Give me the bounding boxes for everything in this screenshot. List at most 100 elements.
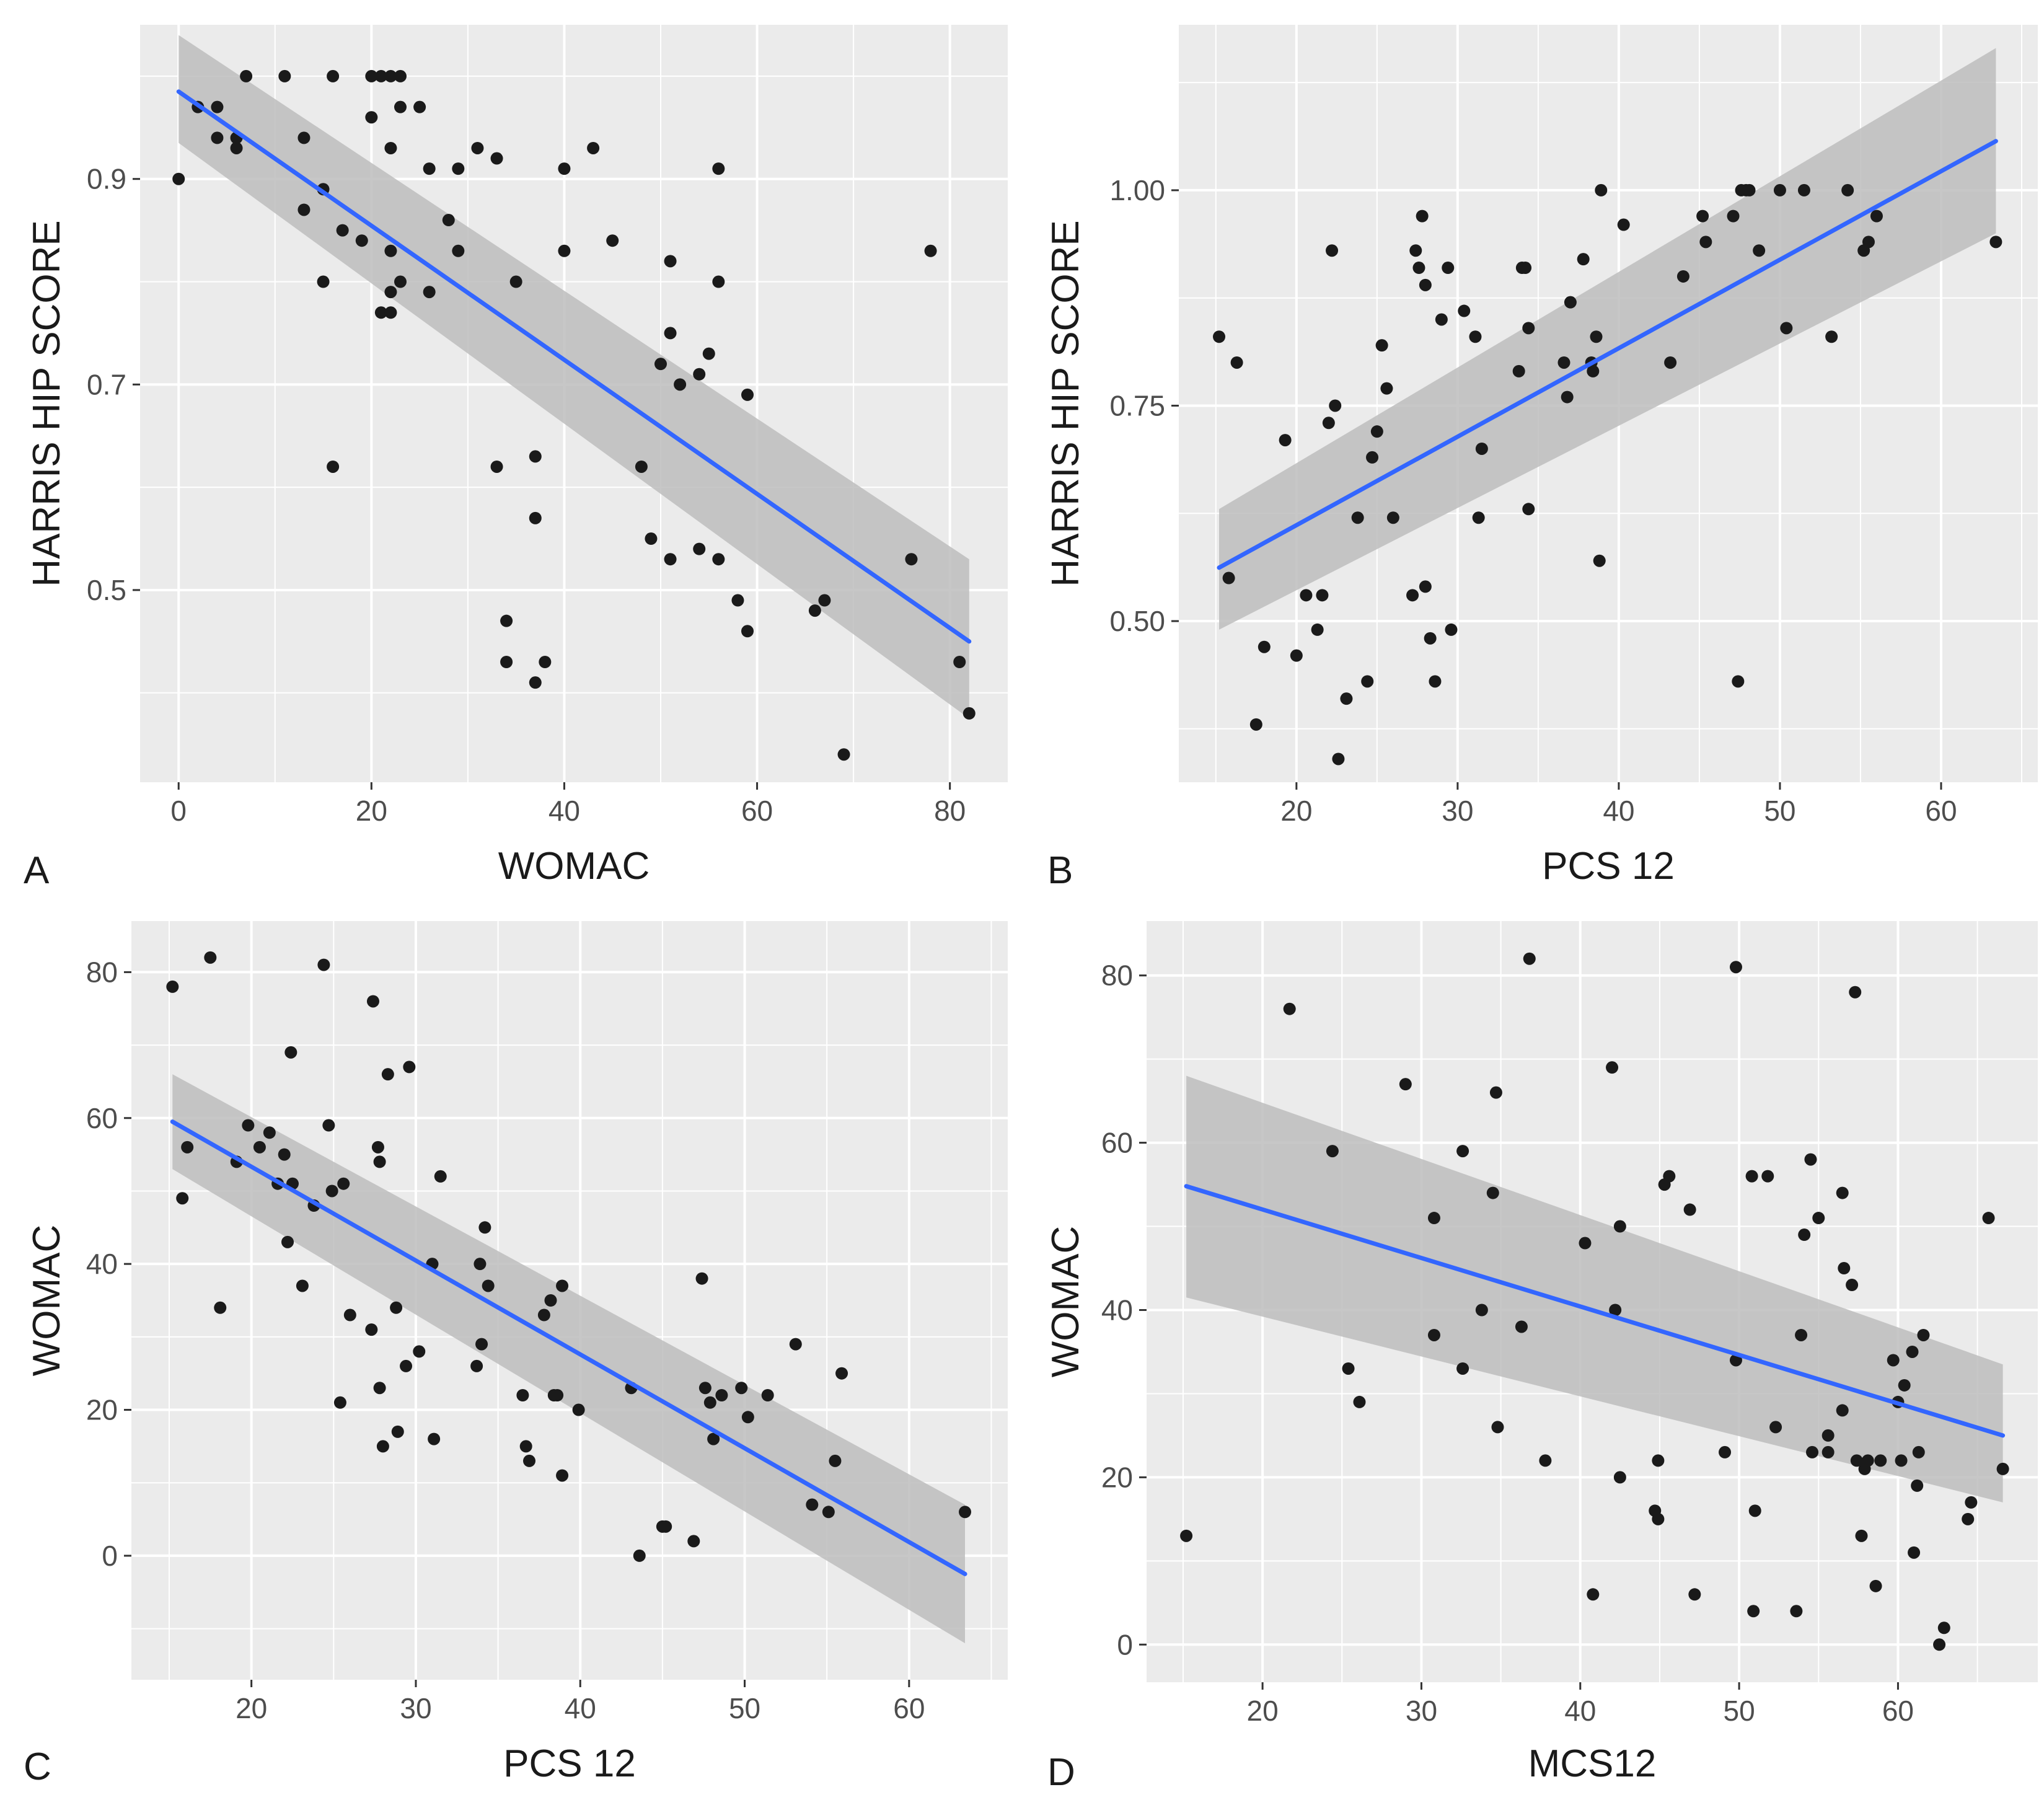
- panel-d-x-tick-label: 60: [1882, 1695, 1914, 1727]
- panel-a-data-point: [529, 676, 542, 689]
- panel-c-data-point: [263, 1126, 276, 1139]
- panel-c-y-tick-label: 0: [102, 1540, 118, 1572]
- panel-b-data-point: [1370, 425, 1383, 438]
- panel-b-data-point: [1316, 589, 1329, 602]
- panel-b-data-point: [1561, 390, 1574, 404]
- panel-c-data-point: [403, 1061, 416, 1074]
- panel-c-data-point: [365, 1323, 378, 1336]
- panel-b-data-point: [1595, 183, 1608, 196]
- panel-d-data-point: [1906, 1345, 1919, 1358]
- panel-d-y-tick-label: 80: [1101, 960, 1133, 992]
- panel-b-data-point: [1522, 503, 1535, 516]
- panel-c-data-point: [735, 1382, 748, 1395]
- panel-d-data-point: [1342, 1362, 1355, 1375]
- panel-b-data-point: [1870, 210, 1883, 223]
- panel-b-data-point: [1406, 589, 1419, 602]
- panel-b-data-point: [1222, 571, 1235, 585]
- panel-c-y-tick-label: 80: [86, 956, 118, 988]
- panel-d-y-tick-label: 0: [1117, 1628, 1133, 1661]
- panel-d-data-point: [1933, 1638, 1946, 1651]
- panel-c-data-point: [695, 1272, 708, 1285]
- panel-a-data-point: [837, 748, 850, 761]
- panel-c-x-axis-title: PCS 12: [503, 1742, 636, 1785]
- panel-a-data-point: [297, 203, 311, 216]
- panel-c-y-tick-label: 40: [86, 1248, 118, 1280]
- panel-b-data-point: [1419, 278, 1432, 291]
- panel-d-data-point: [1456, 1362, 1469, 1375]
- panel-d-data-point: [1790, 1605, 1803, 1618]
- panel-b-data-point: [1780, 322, 1793, 335]
- panel-b-data-point: [1773, 183, 1786, 196]
- panel-a-x-tick-label: 40: [548, 795, 580, 827]
- panel-d-data-point: [1729, 961, 1742, 974]
- panel-c-data-point: [400, 1359, 413, 1372]
- panel-a-data-point: [336, 224, 349, 237]
- panel-c-data-point: [551, 1389, 564, 1401]
- panel-b-data-point: [1332, 752, 1345, 765]
- panel-a-x-tick-label: 80: [934, 795, 966, 827]
- panel-b-label: B: [1047, 849, 1073, 892]
- panel-c-data-point: [544, 1294, 557, 1307]
- panel-b-data-point: [1361, 675, 1374, 688]
- panel-b-data-point: [1587, 364, 1600, 377]
- panel-a-data-point: [394, 100, 407, 113]
- panel-a-data-point: [374, 306, 387, 319]
- panel-d-data-point: [1613, 1220, 1626, 1233]
- panel-a-x-tick-label: 60: [741, 795, 773, 827]
- panel-c-data-point: [474, 1258, 487, 1271]
- panel-a-data-point: [539, 656, 552, 669]
- panel-a-data-point: [423, 286, 436, 299]
- panel-d-data-point: [1965, 1496, 1978, 1509]
- panel-c-data-point: [176, 1192, 189, 1205]
- panel-c-data-point: [325, 1185, 338, 1198]
- panel-d-data-point: [1795, 1328, 1808, 1341]
- panel-d-data-point: [1798, 1229, 1811, 1242]
- panel-c-data-point: [434, 1170, 447, 1183]
- panel-b-y-axis-title: HARRIS HIP SCORE: [1044, 220, 1087, 586]
- panel-c-y-tick-label: 20: [86, 1394, 118, 1426]
- panel-b-x-tick-label: 40: [1603, 795, 1634, 827]
- panel-a-data-point: [712, 162, 725, 175]
- panel-d-data-point: [1663, 1170, 1676, 1183]
- panel-d-label: D: [1047, 1751, 1075, 1794]
- panel-c-data-point: [707, 1432, 720, 1445]
- panel-c-data-point: [659, 1520, 672, 1533]
- panel-d-data-point: [1804, 1153, 1817, 1166]
- panel-b-data-point: [1564, 296, 1577, 309]
- panel-a-data-point: [423, 162, 436, 175]
- panel-c-data-point: [343, 1308, 356, 1321]
- panel-b-data-point: [1512, 364, 1525, 377]
- panel-a-data-point: [278, 69, 291, 82]
- panel-d-fit-line: [1184, 1184, 2006, 1438]
- panel-b-data-point: [1862, 236, 1875, 249]
- panel-a-data-point: [731, 594, 744, 607]
- panel-c-data-point: [556, 1469, 569, 1482]
- panel-a-y-tick-label: 0.9: [87, 163, 126, 195]
- panel-a-data-point: [384, 244, 397, 257]
- panel-a-data-point: [635, 460, 648, 473]
- panel-d-data-point: [1917, 1328, 1930, 1341]
- panel-d-data-point: [1427, 1212, 1440, 1225]
- panel-d-data-point: [1806, 1445, 1819, 1458]
- panel-a-data-point: [808, 604, 821, 617]
- panel-a-x-tick-label: 20: [356, 795, 387, 827]
- panel-b-data-point: [1213, 330, 1226, 343]
- panel-c-data-point: [482, 1279, 495, 1292]
- panel-d-data-point: [1769, 1421, 1782, 1434]
- panel-d-data-point: [1822, 1445, 1835, 1458]
- panel-a-fit-line: [176, 89, 972, 644]
- panel-b-data-point: [1699, 236, 1712, 249]
- panel-c-confidence-band: [172, 1074, 966, 1644]
- panel-b-data-point: [1664, 356, 1677, 369]
- panel-a-data-point: [211, 131, 224, 144]
- panel-a-data-point: [664, 327, 677, 340]
- panel-b-data-point: [1380, 382, 1393, 395]
- panel-b-data-point: [1727, 210, 1740, 223]
- panel-c-data-point: [373, 1155, 386, 1168]
- panel-b-data-point: [1300, 589, 1313, 602]
- panel-a-data-point: [587, 141, 600, 154]
- panel-b-data-point: [1519, 262, 1532, 275]
- panel-d-data-point: [1427, 1328, 1440, 1341]
- panel-d-x-tick-label: 50: [1724, 1695, 1755, 1727]
